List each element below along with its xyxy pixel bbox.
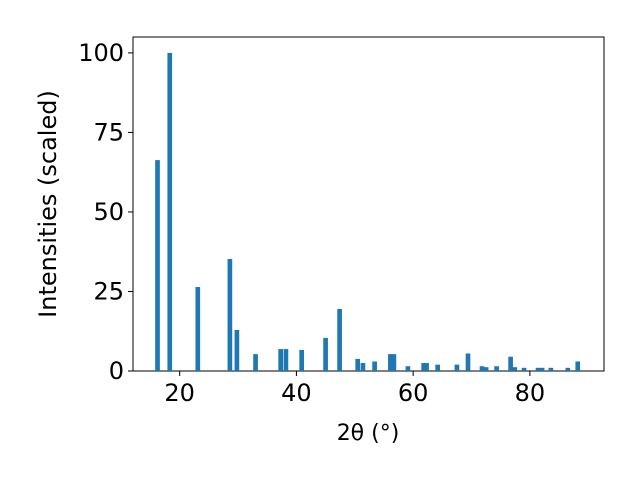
bar <box>299 350 305 371</box>
x-tick-label: 80 <box>515 379 546 407</box>
bar <box>479 366 485 371</box>
y-tick-label: 75 <box>93 118 124 146</box>
plot-frame <box>132 36 605 372</box>
y-tick-label: 50 <box>93 198 124 226</box>
bar <box>508 356 513 371</box>
y-tick-label: 100 <box>78 39 124 67</box>
bar <box>539 367 545 371</box>
bar <box>454 364 460 371</box>
bar <box>227 259 233 371</box>
bar <box>360 363 366 371</box>
bar <box>234 329 240 371</box>
y-tick-label: 0 <box>109 357 124 385</box>
y-tick-label: 25 <box>93 277 124 305</box>
bar <box>521 367 527 371</box>
bar <box>167 52 173 372</box>
bar <box>421 363 426 371</box>
x-tick-label: 40 <box>281 379 312 407</box>
bar <box>391 354 397 371</box>
bar <box>494 366 499 371</box>
bar <box>283 349 289 371</box>
bar <box>155 160 160 371</box>
bar <box>372 361 377 371</box>
x-axis-label: 2θ (°) <box>337 421 400 446</box>
x-tick-label: 60 <box>398 379 429 407</box>
bar <box>483 367 489 371</box>
bar <box>355 358 361 371</box>
bar <box>337 308 342 371</box>
bar <box>424 363 429 371</box>
bar <box>565 367 571 371</box>
bar <box>253 354 258 371</box>
bar <box>435 364 440 371</box>
y-axis-label: Intensities (scaled) <box>34 90 62 318</box>
bar <box>323 337 328 371</box>
bar <box>195 287 201 371</box>
bar <box>405 366 411 371</box>
bar <box>465 353 471 371</box>
bar <box>512 367 518 371</box>
bar <box>575 361 581 371</box>
bar <box>548 367 554 371</box>
bar <box>278 349 283 371</box>
bar <box>535 367 541 371</box>
bar <box>388 354 393 371</box>
x-tick-label: 20 <box>164 379 195 407</box>
